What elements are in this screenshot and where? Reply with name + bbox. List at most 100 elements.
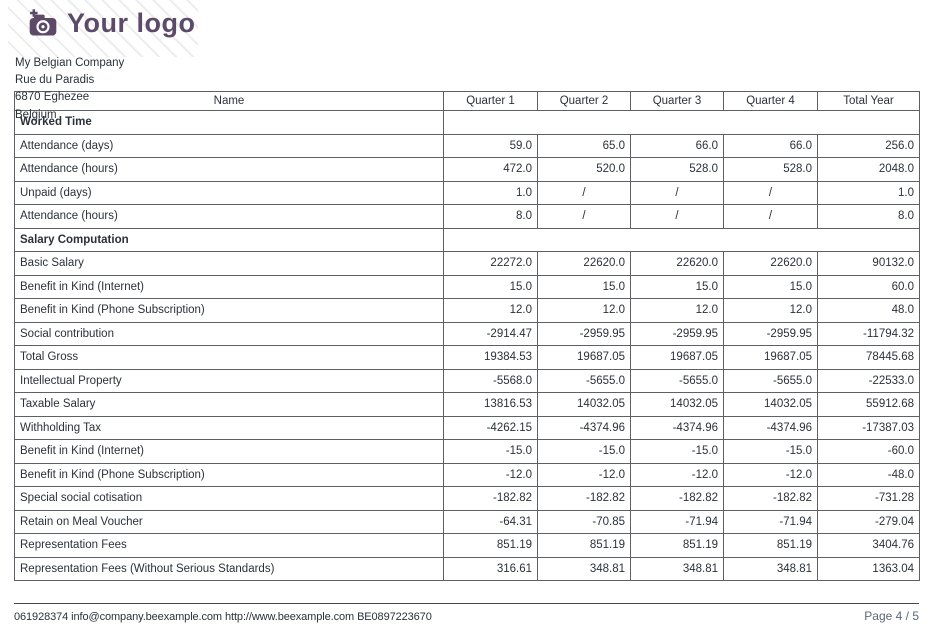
cell-value: -5655.0	[630, 368, 724, 393]
cell-value: 12.0	[630, 298, 724, 323]
row-label: Benefit in Kind (Phone Subscription)	[14, 298, 444, 323]
table-row: Intellectual Property -5568.0 -5655.0 -5655…	[14, 368, 920, 393]
cell-value: -15.0	[537, 439, 631, 464]
cell-value: -22533.0	[817, 368, 920, 393]
cell-value: 15.0	[630, 274, 724, 299]
cell-value: 12.0	[443, 298, 538, 323]
cell-value: /	[537, 180, 631, 205]
cell-value: -182.82	[630, 486, 724, 511]
table-row: Attendance (hours) 8.0///8.0	[14, 204, 920, 229]
cell-value: 60.0	[817, 274, 920, 299]
cell-value: 851.19	[443, 533, 538, 558]
footer: 061928374 info@company.beexample.com http:…	[14, 609, 919, 623]
cell-value: 3404.76	[817, 533, 920, 558]
cell-value: -182.82	[537, 486, 631, 511]
cell-value: /	[537, 204, 631, 229]
cell-value: -15.0	[630, 439, 724, 464]
table-row: Attendance (hours) 472.0 520.0 528.0 528.0 20…	[14, 157, 920, 182]
cell-value: 2048.0	[817, 157, 920, 182]
cell-value: -4262.15	[443, 415, 538, 440]
table-header-row: Name Quarter 1 Quarter 2 Quarter 3 Quart…	[14, 91, 920, 111]
row-label: Attendance (hours)	[14, 157, 444, 182]
row-label: Social contribution	[14, 321, 444, 346]
cell-value: -5655.0	[537, 368, 631, 393]
row-label: Special social cotisation	[14, 486, 444, 511]
cell-value: 66.0	[630, 133, 724, 158]
cell-value: -12.0	[537, 462, 631, 487]
row-label: Basic Salary	[14, 251, 444, 276]
cell-value: /	[630, 204, 724, 229]
table-row: Representation Fees (Without Serious Sta…	[14, 556, 920, 581]
row-label: Total Gross	[14, 345, 444, 370]
cell-value: 8.0	[443, 204, 538, 229]
cell-value: 1.0	[817, 180, 920, 205]
table-row: Representation Fees 851.19 851.19 851.19 851…	[14, 533, 920, 558]
cell-value: 520.0	[537, 157, 631, 182]
cell-value: 14032.05	[723, 392, 818, 417]
section-row: Worked Time	[14, 110, 920, 135]
page-number: Page 4 / 5	[864, 609, 919, 623]
cell-value: 19687.05	[723, 345, 818, 370]
row-label: Attendance (days)	[14, 133, 444, 158]
table-row: Retain on Meal Voucher -64.31 -70.85 -71.94…	[14, 509, 920, 534]
row-label: Benefit in Kind (Phone Subscription)	[14, 462, 444, 487]
footer-contact: 061928374 info@company.beexample.com http:…	[14, 611, 435, 623]
cell-value: 22620.0	[537, 251, 631, 276]
cell-value: -64.31	[443, 509, 538, 534]
table-row: Unpaid (days) 1.0///1.0	[14, 180, 920, 205]
cell-value: 1.0	[443, 180, 538, 205]
cell-value: -2959.95	[723, 321, 818, 346]
cell-value: 65.0	[537, 133, 631, 158]
table-row: Taxable Salary 13816.53 14032.05 14032.05 14…	[14, 392, 920, 417]
cell-value: 348.81	[723, 556, 818, 581]
cell-value: 316.61	[443, 556, 538, 581]
cell-value: 19384.53	[443, 345, 538, 370]
cell-value: -4374.96	[537, 415, 631, 440]
cell-value: -5568.0	[443, 368, 538, 393]
cell-value: 66.0	[723, 133, 818, 158]
cell-value: 528.0	[723, 157, 818, 182]
cell-value: -4374.96	[723, 415, 818, 440]
footer-website: http://www.beexample.com	[225, 611, 355, 623]
table-row: Attendance (days) 59.0 65.0 66.0 66.0 256.0	[14, 133, 920, 158]
cell-value: 12.0	[723, 298, 818, 323]
cell-value: 1363.04	[817, 556, 920, 581]
cell-value: 14032.05	[537, 392, 631, 417]
salary-table: Name Quarter 1 Quarter 2 Quarter 3 Quart…	[14, 91, 920, 581]
row-label: Taxable Salary	[14, 392, 444, 417]
cell-value: -5655.0	[723, 368, 818, 393]
cell-value: -731.28	[817, 486, 920, 511]
col-header-total-year: Total Year	[817, 91, 920, 111]
cell-value: /	[723, 204, 818, 229]
cell-value: -48.0	[817, 462, 920, 487]
table-row: Withholding Tax -4262.15 -4374.96 -4374.96-…	[14, 415, 920, 440]
cell-value: 19687.05	[537, 345, 631, 370]
cell-value: 12.0	[537, 298, 631, 323]
cell-value: -12.0	[630, 462, 724, 487]
table-row: Benefit in Kind (Phone Subscription) 12.0…	[14, 298, 920, 323]
company-country: Belgium	[15, 108, 57, 121]
col-header-quarter-1: Quarter 1	[443, 91, 538, 111]
cell-value: -2959.95	[537, 321, 631, 346]
cell-value: -2959.95	[630, 321, 724, 346]
footer-vat: BE0897223670	[357, 611, 432, 623]
cell-value: -12.0	[443, 462, 538, 487]
cell-value: 22620.0	[723, 251, 818, 276]
cell-value: 22272.0	[443, 251, 538, 276]
section-label: Salary Computation	[14, 227, 444, 252]
cell-value: 22620.0	[630, 251, 724, 276]
cell-value: 19687.05	[630, 345, 724, 370]
table-row: Benefit in Kind (Phone Subscription) -12.…	[14, 462, 920, 487]
cell-value: -279.04	[817, 509, 920, 534]
row-label: Representation Fees (Without Serious Sta…	[14, 556, 444, 581]
company-street: Rue du Paradis	[15, 74, 95, 87]
salary-table-body: Worked Time Attendance (days) 59.0 65.0 66.0…	[14, 110, 920, 581]
col-header-quarter-4: Quarter 4	[723, 91, 818, 111]
table-row: Benefit in Kind (Internet) -15.0 -15.0 -15.…	[14, 439, 920, 464]
table-row: Special social cotisation -182.82 -182.82 -…	[14, 486, 920, 511]
section-spacer-cell	[443, 227, 920, 252]
col-header-name: Name	[14, 91, 444, 111]
cell-value: 528.0	[630, 157, 724, 182]
cell-value: 256.0	[817, 133, 920, 158]
row-label: Unpaid (days)	[14, 180, 444, 205]
